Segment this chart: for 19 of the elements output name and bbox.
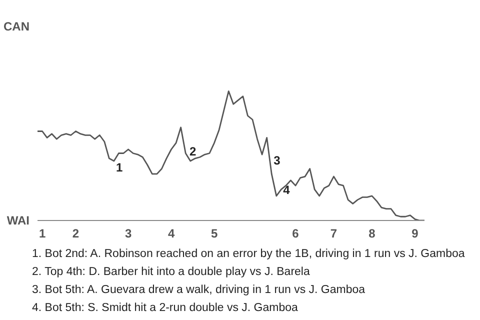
text: 2. Top 4th: D. Barber hit into a double play vs J. Barela bbox=[32, 265, 311, 280]
x-tick-label: 1 bbox=[38, 226, 46, 240]
annotation: 4 bbox=[283, 182, 290, 197]
annotation: 3 bbox=[274, 153, 281, 168]
annotation: 1 bbox=[116, 160, 123, 175]
x-tick-label: 7 bbox=[330, 226, 338, 240]
text: 4. Bot 5th: S. Smidt hit a 2-run double vs J. Gamboa bbox=[32, 301, 299, 316]
x-tick-label: 3 bbox=[124, 226, 132, 240]
text: 3. Bot 5th: A. Guevara drew a walk, driving in 1 run vs J. Gamboa bbox=[32, 283, 366, 298]
x-tick-label: 8 bbox=[368, 226, 376, 240]
x-tick-label: 2 bbox=[72, 226, 80, 240]
x-tick-label: 6 bbox=[292, 226, 300, 240]
annotation: 2 bbox=[190, 144, 197, 159]
x-tick-label: 5 bbox=[210, 226, 218, 240]
text: CAN bbox=[4, 20, 30, 34]
text: WAI bbox=[6, 214, 30, 228]
x-tick-label: 9 bbox=[412, 226, 419, 240]
x-tick-label: 4 bbox=[168, 226, 175, 240]
text: 1. Bot 2nd: A. Robinson reached on an error by the 1B, driving in 1 run vs J. Gamboa bbox=[32, 247, 465, 262]
